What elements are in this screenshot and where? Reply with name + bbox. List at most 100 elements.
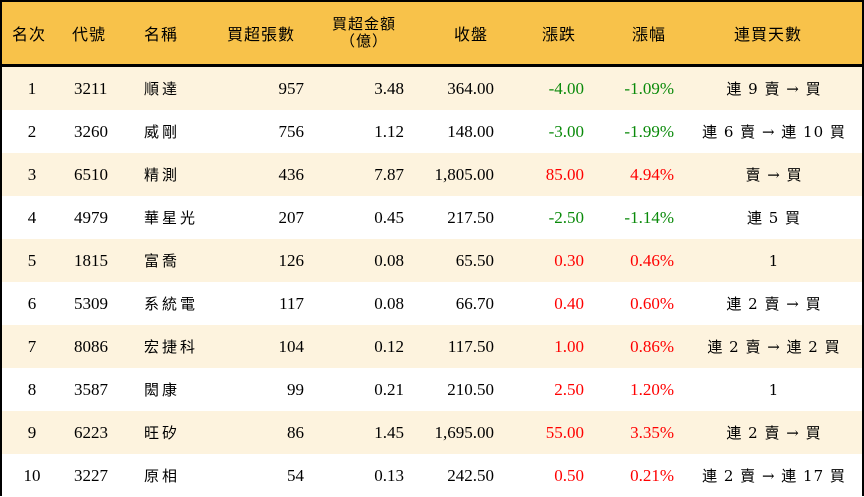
change-pct-cell: 0.46% bbox=[630, 250, 674, 270]
header-net-buy-lots: 買超張數 bbox=[227, 25, 296, 44]
name-cell: 華星光 bbox=[144, 209, 199, 227]
net-buy-amount-cell: 1.45 bbox=[374, 422, 404, 442]
net-buy-lots-cell: 104 bbox=[278, 336, 305, 356]
rank-cell: 3 bbox=[27, 164, 37, 184]
change-pct-cell: -1.14% bbox=[624, 207, 674, 227]
net-buy-lots-cell: 117 bbox=[279, 293, 304, 313]
name-cell: 順達 bbox=[144, 80, 181, 98]
code-cell: 3587 bbox=[74, 379, 108, 399]
name-cell: 富喬 bbox=[144, 252, 181, 270]
name-cell: 精測 bbox=[144, 166, 181, 184]
table-row: 5 1815 富喬 126 0.08 65.50 0.30 0.46% 1 bbox=[2, 239, 862, 282]
header-net-buy-amount-line1: 買超金額 bbox=[331, 15, 396, 33]
header-name: 名稱 bbox=[144, 25, 179, 44]
change-pct-cell: 0.21% bbox=[630, 465, 674, 485]
change-cell: 2.50 bbox=[554, 379, 584, 399]
header-net-buy-amount: 買超金額 （億） bbox=[324, 2, 404, 64]
table-row: 6 5309 系統電 117 0.08 66.70 0.40 0.60% 連 2… bbox=[2, 282, 862, 325]
net-buy-amount-cell: 0.21 bbox=[374, 379, 404, 399]
net-buy-amount-cell: 0.13 bbox=[374, 465, 404, 485]
rank-cell: 6 bbox=[27, 293, 37, 313]
close-cell: 210.50 bbox=[447, 379, 494, 399]
rank-cell: 7 bbox=[27, 336, 37, 356]
buy-streak-cell: 連 6 賣 → 連 10 買 bbox=[702, 123, 846, 141]
rank-cell: 1 bbox=[27, 78, 37, 98]
net-buy-lots-cell: 756 bbox=[278, 121, 305, 141]
change-cell: -2.50 bbox=[548, 207, 584, 227]
change-cell: 0.50 bbox=[554, 465, 584, 485]
header-close: 收盤 bbox=[454, 25, 489, 44]
table-row: 7 8086 宏捷科 104 0.12 117.50 1.00 0.86% 連 … bbox=[2, 325, 862, 368]
change-cell: 1.00 bbox=[554, 336, 584, 356]
close-cell: 66.70 bbox=[455, 293, 494, 313]
rank-cell: 9 bbox=[27, 422, 37, 442]
table-body: 1 3211 順達 957 3.48 364.00 -4.00 -1.09% 連… bbox=[2, 67, 862, 497]
close-cell: 148.00 bbox=[447, 121, 494, 141]
name-cell: 旺矽 bbox=[144, 424, 181, 442]
header-code: 代號 bbox=[72, 25, 107, 44]
net-buy-amount-cell: 0.45 bbox=[374, 207, 404, 227]
table-row: 1 3211 順達 957 3.48 364.00 -4.00 -1.09% 連… bbox=[2, 67, 862, 110]
net-buy-amount-cell: 0.12 bbox=[374, 336, 404, 356]
net-buy-lots-cell: 54 bbox=[287, 465, 304, 485]
code-cell: 3260 bbox=[74, 121, 108, 141]
buy-streak-cell: 連 2 賣 → 買 bbox=[726, 424, 822, 442]
table-row: 4 4979 華星光 207 0.45 217.50 -2.50 -1.14% … bbox=[2, 196, 862, 239]
change-cell: 85.00 bbox=[545, 164, 584, 184]
net-buy-amount-cell: 0.08 bbox=[374, 250, 404, 270]
code-cell: 3227 bbox=[74, 465, 108, 485]
net-buy-amount-cell: 0.08 bbox=[374, 293, 404, 313]
net-buy-lots-cell: 207 bbox=[278, 207, 305, 227]
close-cell: 364.00 bbox=[447, 78, 494, 98]
buy-streak-cell: 1 bbox=[768, 251, 780, 270]
code-cell: 3211 bbox=[74, 78, 108, 98]
rank-cell: 8 bbox=[27, 379, 37, 399]
rank-cell: 10 bbox=[23, 465, 41, 485]
net-buy-lots-cell: 126 bbox=[278, 250, 305, 270]
change-pct-cell: 0.60% bbox=[630, 293, 674, 313]
name-cell: 威剛 bbox=[144, 123, 181, 141]
header-change-pct: 漲幅 bbox=[632, 25, 667, 44]
table-row: 2 3260 威剛 756 1.12 148.00 -3.00 -1.99% 連… bbox=[2, 110, 862, 153]
buy-streak-cell: 連 2 賣 → 買 bbox=[726, 295, 822, 313]
close-cell: 65.50 bbox=[455, 250, 494, 270]
change-cell: 0.30 bbox=[554, 250, 584, 270]
close-cell: 117.50 bbox=[447, 336, 494, 356]
change-cell: 0.40 bbox=[554, 293, 584, 313]
name-cell: 宏捷科 bbox=[144, 338, 199, 356]
buy-streak-cell: 賣 → 買 bbox=[745, 166, 803, 184]
buy-streak-cell: 連 2 賣 → 連 2 買 bbox=[707, 338, 841, 356]
close-cell: 242.50 bbox=[447, 465, 494, 485]
code-cell: 6223 bbox=[74, 422, 108, 442]
change-pct-cell: -1.99% bbox=[624, 121, 674, 141]
name-cell: 閎康 bbox=[144, 381, 181, 399]
change-pct-cell: 3.35% bbox=[630, 422, 674, 442]
change-pct-cell: 4.94% bbox=[630, 164, 674, 184]
header-change: 漲跌 bbox=[542, 25, 577, 44]
buy-streak-cell: 連 9 賣 → 買 bbox=[726, 80, 822, 98]
net-buy-lots-cell: 957 bbox=[278, 78, 305, 98]
rank-cell: 5 bbox=[27, 250, 37, 270]
code-cell: 5309 bbox=[74, 293, 108, 313]
header-net-buy-amount-line2: （億） bbox=[339, 32, 388, 50]
net-buy-lots-cell: 86 bbox=[287, 422, 304, 442]
net-buy-lots-cell: 99 bbox=[287, 379, 304, 399]
rank-cell: 2 bbox=[27, 121, 37, 141]
change-cell: 55.00 bbox=[545, 422, 584, 442]
name-cell: 原相 bbox=[144, 467, 181, 485]
change-pct-cell: 1.20% bbox=[630, 379, 674, 399]
code-cell: 8086 bbox=[74, 336, 108, 356]
header-buy-streak: 連買天數 bbox=[734, 25, 803, 44]
change-pct-cell: 0.86% bbox=[630, 336, 674, 356]
net-buy-amount-cell: 7.87 bbox=[374, 164, 404, 184]
change-pct-cell: -1.09% bbox=[624, 78, 674, 98]
code-cell: 6510 bbox=[74, 164, 108, 184]
buy-streak-cell: 1 bbox=[768, 380, 780, 399]
close-cell: 1,695.00 bbox=[434, 422, 495, 442]
name-cell: 系統電 bbox=[144, 295, 199, 313]
header-rank: 名次 bbox=[12, 25, 47, 44]
change-cell: -3.00 bbox=[548, 121, 584, 141]
close-cell: 1,805.00 bbox=[434, 164, 495, 184]
net-buy-amount-cell: 1.12 bbox=[374, 121, 404, 141]
